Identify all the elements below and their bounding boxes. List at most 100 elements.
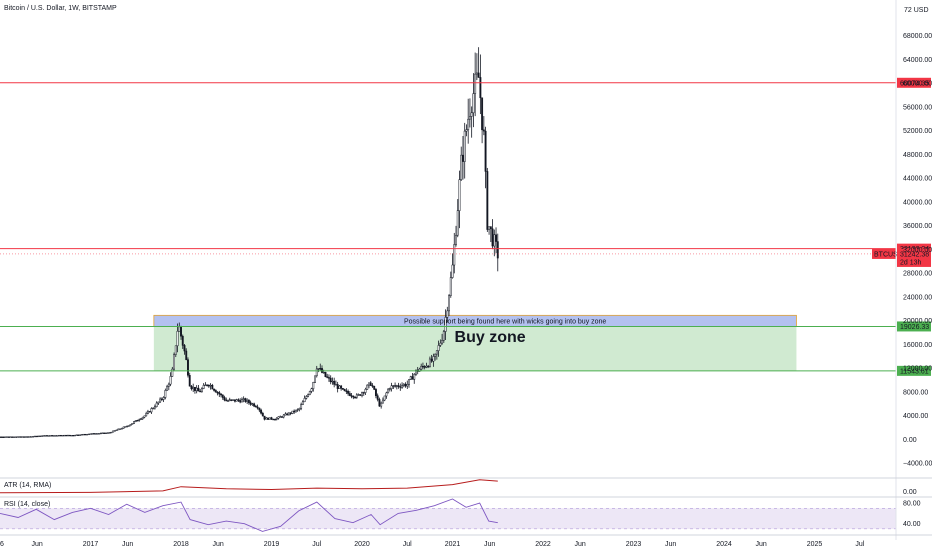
candle <box>310 387 313 394</box>
last-price-tag <box>897 248 931 267</box>
rsi-axis-label: 80.00 <box>903 501 921 508</box>
candle <box>267 417 269 420</box>
candle <box>14 436 17 438</box>
candle-body <box>82 433 85 436</box>
candle <box>12 436 15 438</box>
atr-label: ATR (14, RMA) <box>4 482 51 489</box>
candle <box>26 436 29 438</box>
x-tick-label: Jun <box>665 541 676 548</box>
candle <box>270 416 273 421</box>
candle-body <box>225 399 228 402</box>
candle <box>324 371 327 378</box>
candle <box>138 418 141 422</box>
candle-body <box>251 403 254 405</box>
candle-body <box>140 418 142 420</box>
candle <box>99 432 102 435</box>
candle <box>73 434 76 437</box>
candle-body <box>167 383 170 387</box>
candle <box>134 420 137 423</box>
candle <box>79 434 82 436</box>
candle <box>449 271 452 298</box>
candle <box>120 427 123 430</box>
candle-body <box>204 384 207 386</box>
candle <box>204 382 207 386</box>
candle-body <box>227 400 229 402</box>
candle-body <box>206 384 209 386</box>
candle-body <box>153 406 156 409</box>
candle-body <box>157 401 160 404</box>
candle <box>345 388 348 394</box>
candle <box>275 417 278 421</box>
candle-body <box>326 376 329 378</box>
candle <box>408 379 410 388</box>
candle-body <box>143 415 146 418</box>
candle <box>176 323 179 353</box>
candle <box>326 373 329 379</box>
candle-body <box>261 412 264 417</box>
candle <box>11 436 14 438</box>
candle <box>82 433 85 436</box>
candle <box>153 404 156 410</box>
candle <box>173 352 175 371</box>
candle <box>369 381 372 386</box>
candle-body <box>56 435 59 437</box>
candle-body <box>200 388 203 392</box>
y-tick-label: 0.00 <box>903 437 917 444</box>
candle <box>122 426 125 429</box>
candle-body <box>32 436 35 438</box>
candle <box>254 404 257 408</box>
candle <box>181 334 184 349</box>
candle-body <box>383 395 386 401</box>
candle <box>44 435 47 437</box>
candle-body <box>388 388 391 390</box>
candle-body <box>427 365 430 368</box>
candle <box>110 431 113 434</box>
candle-body <box>12 436 15 438</box>
candle-body <box>14 436 17 438</box>
candle <box>361 391 363 398</box>
candle-body <box>33 435 36 438</box>
candle-body <box>362 392 365 394</box>
candle-body <box>401 385 404 388</box>
candle-body <box>84 433 87 436</box>
candle-body <box>482 129 485 132</box>
candle-body <box>127 425 130 427</box>
candle <box>159 397 162 403</box>
candle <box>7 436 10 438</box>
candle-body <box>319 368 322 370</box>
candle-body <box>277 416 280 419</box>
level-price-tag <box>897 321 931 332</box>
candle-body <box>66 434 69 437</box>
candle <box>329 375 332 385</box>
countdown-label: 2d 13h <box>900 259 922 266</box>
candle <box>434 353 437 361</box>
y-tick-label: 48000.00 <box>903 152 932 159</box>
y-tick-label: 68000.00 <box>903 33 932 40</box>
candle <box>458 170 461 229</box>
candle <box>260 408 263 415</box>
candle-body <box>220 393 222 396</box>
candle <box>348 391 351 397</box>
candle-body <box>53 435 55 437</box>
candle-body <box>42 435 45 437</box>
candle-body <box>428 358 431 367</box>
candle <box>75 434 78 436</box>
candle-body <box>87 433 90 436</box>
candle <box>463 122 466 179</box>
candle <box>61 435 64 437</box>
candle <box>93 433 95 435</box>
candle <box>428 356 431 368</box>
candle-body <box>444 317 447 332</box>
candle-body <box>181 335 184 346</box>
y-tick-label: 4000.00 <box>903 413 928 420</box>
candle <box>230 399 233 402</box>
candle <box>103 432 106 434</box>
candle <box>25 436 28 438</box>
x-tick-label: 16 <box>0 541 4 548</box>
candle-body <box>148 411 151 413</box>
candle-body <box>0 436 1 438</box>
candle-body <box>28 436 31 438</box>
candle <box>468 98 471 128</box>
